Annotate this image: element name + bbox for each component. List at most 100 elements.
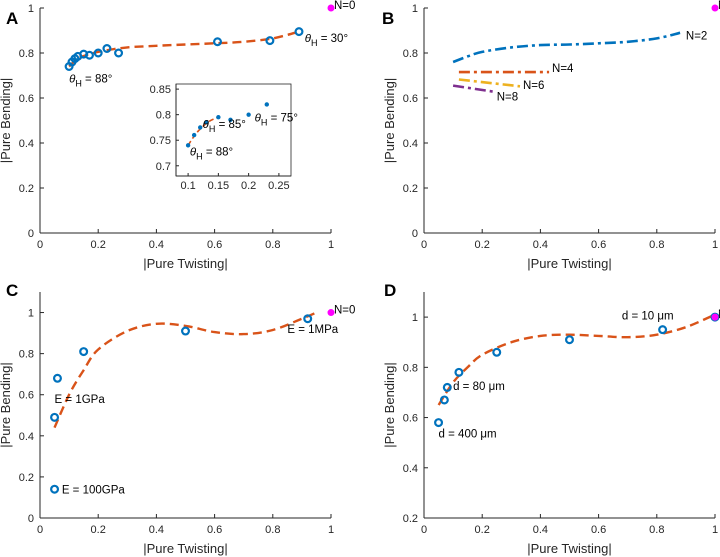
inset-annotation: θH = 75°	[255, 112, 298, 127]
x-tick-label: 0.8	[265, 239, 280, 251]
y-tick-label: 0.8	[156, 110, 171, 122]
y-tick-label: 0.75	[150, 135, 171, 147]
inset-data-point	[246, 112, 251, 117]
inset-data-point	[216, 115, 221, 120]
series-line-n6	[458, 78, 521, 88]
x-tick-label: 0.2	[91, 239, 106, 251]
panel-letter: C	[6, 281, 18, 300]
y-tick-label: 1	[28, 308, 34, 320]
y-tick-label: 0.8	[403, 48, 418, 60]
y-tick-label: 0.4	[19, 431, 34, 443]
panel-c: C 0 0.2 0.4 0.6 0.8 1 0 0.2 0.4 0.6 0.8 1 |Pure Twist…	[0, 281, 355, 556]
reference-point	[711, 4, 719, 12]
series-line-n8	[452, 84, 494, 93]
y-tick-label: 0	[28, 228, 34, 240]
data-point	[434, 418, 444, 428]
panel-letter: B	[382, 9, 394, 28]
annotation: E = 100GPa	[62, 484, 126, 496]
y-tick-label: 0.2	[19, 183, 34, 195]
annotation: N=2	[686, 31, 707, 43]
data-point	[442, 382, 452, 392]
annotation: N=6	[523, 80, 544, 92]
reference-point	[711, 313, 719, 321]
data-point	[84, 50, 94, 60]
inset-data-point	[185, 143, 191, 148]
reference-point	[327, 309, 335, 317]
y-tick-label: 0.6	[403, 413, 418, 425]
data-point	[492, 347, 502, 357]
y-tick-label: 0	[412, 228, 418, 240]
data-point	[658, 325, 668, 335]
panel-letter: A	[6, 9, 18, 28]
x-tick-label: 0.2	[241, 180, 256, 192]
x-tick-label: 0.8	[649, 239, 664, 251]
reference-label: N=0	[334, 0, 355, 12]
data-point	[564, 335, 574, 345]
x-tick-label: 0.8	[265, 524, 280, 536]
data-point	[79, 347, 89, 357]
data-point	[114, 48, 124, 58]
y-tick-label: 0.6	[403, 93, 418, 105]
data-point	[265, 36, 275, 46]
x-tick-label: 0.6	[207, 239, 222, 251]
annotation: E = 1MPa	[287, 324, 338, 336]
x-tick-label: 1	[712, 524, 718, 536]
annotation: θH = 88°	[69, 73, 112, 88]
x-tick-label: 0.2	[91, 524, 106, 536]
annotation: d = 400 μm	[439, 429, 497, 441]
x-tick-label: 0	[37, 524, 43, 536]
data-point	[52, 373, 62, 383]
x-tick-label: 0.2	[475, 239, 490, 251]
annotation: θH = 30°	[305, 33, 348, 48]
y-tick-label: 0.2	[403, 513, 418, 525]
annotation: N=4	[552, 63, 574, 75]
y-tick-label: 0.7	[156, 161, 171, 173]
x-axis-label: |Pure Twisting|	[527, 541, 612, 556]
inset-data-point	[228, 117, 233, 122]
data-point	[93, 48, 103, 58]
panel-d: D0 0.2 0.4 0.6 0.8 10.20.40.60.81|Pure Twisti…	[382, 281, 720, 556]
inset-plot: 0.1 0.15 0.2 0.25 0.7 0.75 0.8 0.85 θH = 88° θH =…	[150, 83, 298, 192]
y-tick-label: 0.4	[403, 138, 418, 150]
reference-label: N=0	[718, 309, 720, 321]
x-tick-label: 1	[328, 524, 334, 536]
series-line-n2	[452, 31, 681, 64]
annotation: N=8	[497, 91, 518, 103]
fit-curve	[53, 311, 317, 429]
x-tick-label: 0.25	[268, 180, 289, 192]
y-axis-label: |Pure Bending|	[382, 362, 397, 448]
y-tick-label: 0.8	[403, 362, 418, 374]
fit-curve	[437, 313, 716, 406]
y-axis-label: |Pure Bending|	[0, 78, 13, 164]
data-point	[181, 326, 191, 336]
y-tick-label: 0.4	[403, 463, 418, 475]
y-tick-label: 0.6	[19, 93, 34, 105]
x-tick-label: 0	[421, 524, 427, 536]
data-point	[439, 395, 449, 405]
inset-annotation: θH = 85°	[203, 119, 246, 134]
inset-annotation: θH = 88°	[190, 147, 233, 162]
inset-data-point	[264, 102, 269, 107]
x-tick-label: 0.6	[591, 239, 606, 251]
inset-data-point	[191, 132, 197, 138]
x-tick-label: 0.6	[591, 524, 606, 536]
y-tick-label: 0.8	[19, 48, 34, 60]
data-point	[454, 367, 464, 377]
x-axis-label: |Pure Twisting|	[527, 256, 612, 271]
panel-b: B 0 0.2 0.4 0.6 0.8 1 0 0.2 0.4 0.6 0.8 1 |Pure Twist…	[382, 0, 720, 271]
x-tick-label: 0	[37, 239, 43, 251]
x-tick-label: 1	[328, 239, 334, 251]
x-tick-label: 0.4	[533, 524, 548, 536]
y-tick-label: 1	[412, 312, 418, 324]
x-axis-label: |Pure Twisting|	[143, 541, 228, 556]
y-tick-label: 1	[28, 3, 34, 15]
x-tick-label: 0.6	[207, 524, 222, 536]
x-tick-label: 0	[421, 239, 427, 251]
y-tick-label: 0	[28, 513, 34, 525]
x-tick-label: 0.1	[180, 180, 195, 192]
y-axis-label: |Pure Bending|	[382, 78, 397, 164]
data-point	[303, 314, 313, 324]
y-tick-label: 0.85	[150, 84, 171, 96]
x-tick-label: 1	[712, 239, 718, 251]
